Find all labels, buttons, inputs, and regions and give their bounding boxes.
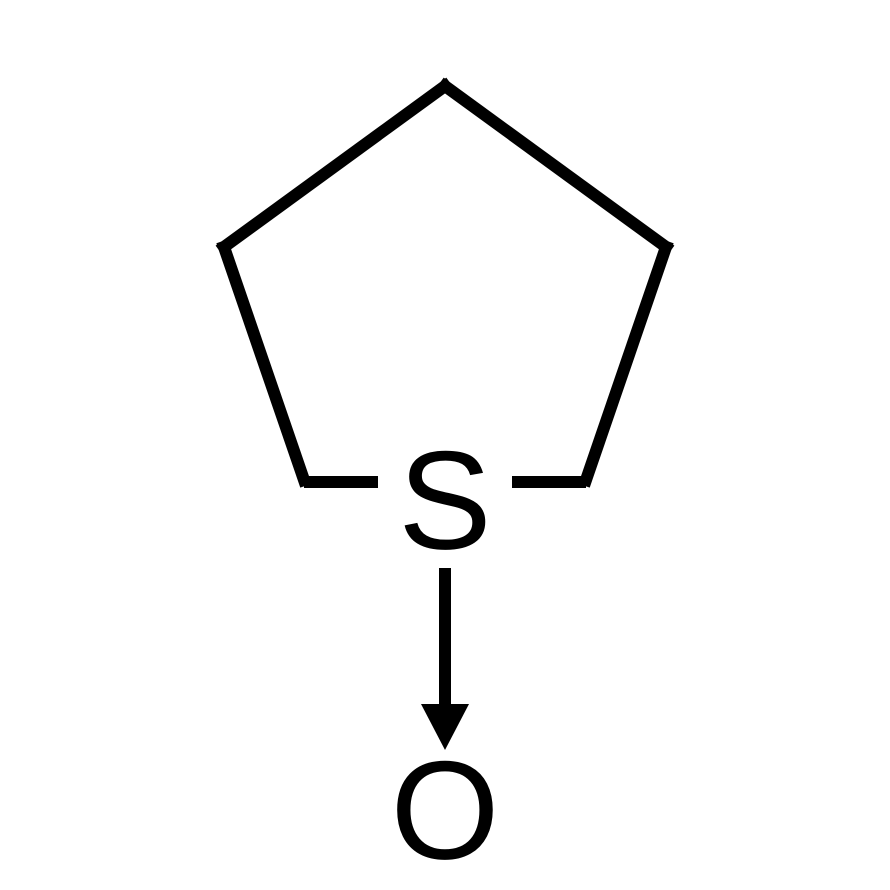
atom-label-S: S bbox=[398, 422, 491, 579]
bond-line bbox=[224, 247, 304, 480]
bond-line bbox=[224, 86, 445, 247]
bond-line bbox=[586, 247, 666, 480]
chemical-structure-diagram: SO bbox=[0, 0, 890, 890]
atom-label-O: O bbox=[391, 732, 500, 889]
bond-line bbox=[445, 86, 666, 247]
